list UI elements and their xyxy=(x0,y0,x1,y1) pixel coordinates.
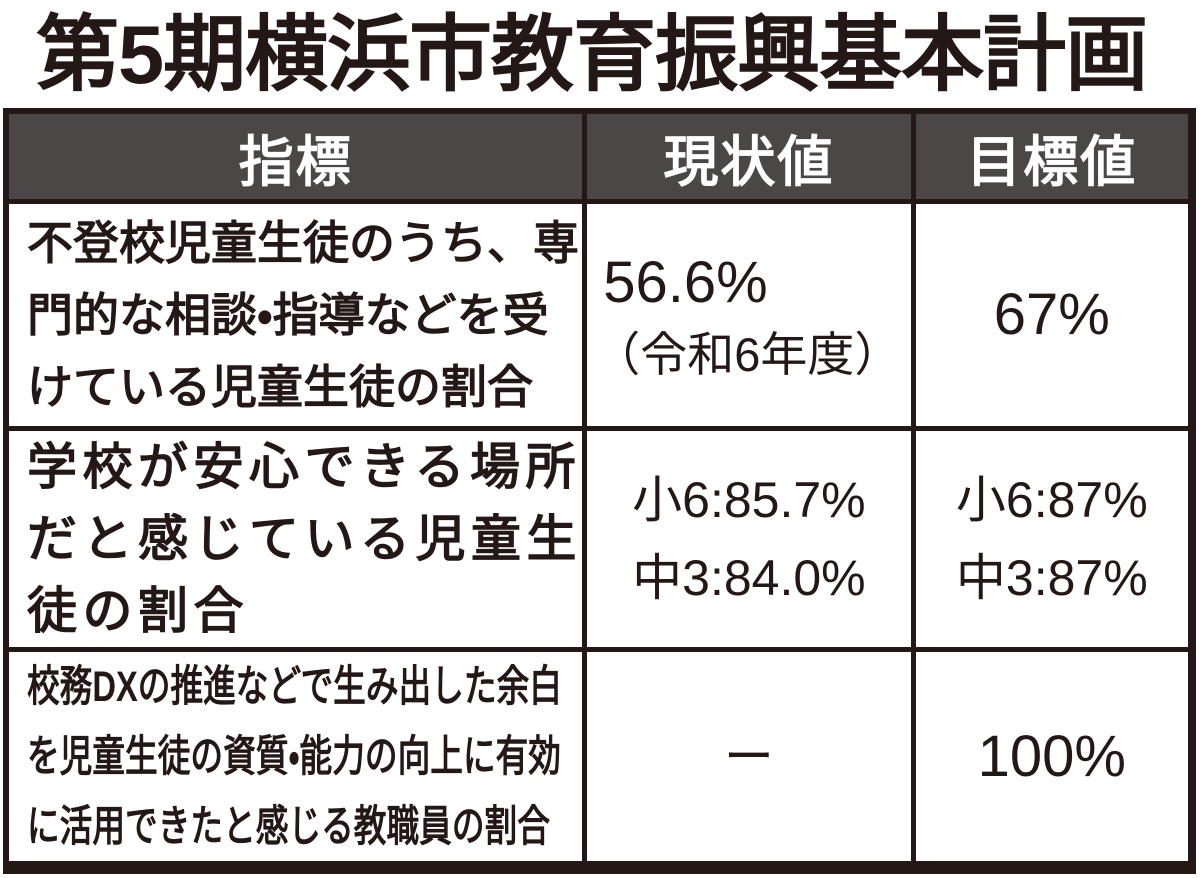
indicator-row2-line1: 学校が安心できる場所 xyxy=(27,439,581,495)
kpi-table: 指標 現状値 目標値 不登校児童生徒のうち、専 門的な相談・指導などを受 けてい… xyxy=(3,108,1196,874)
header-label-current: 現状値 xyxy=(663,130,835,193)
indicator-row3-line1: 校務DXの推進などで生み出した余白 xyxy=(27,662,562,711)
indicator-row1-line1: 不登校児童生徒のうち、専 xyxy=(27,217,579,269)
header-label-indicator: 指標 xyxy=(238,130,353,193)
current-row3-dash: ー xyxy=(723,728,774,785)
header-cell-target: 目標値 xyxy=(915,114,1188,199)
current-row2-line1: 小6:85.7% xyxy=(632,472,866,528)
target-value-cell-row2: 小6:87% 中3:87% xyxy=(915,431,1188,647)
current-value-cell-row3: ー xyxy=(587,652,911,861)
indicator-row2-line2: だと感じている児童生 xyxy=(27,511,582,567)
indicator-row3-line3: に活用できたと感じる教職員の割合 xyxy=(27,802,550,851)
indicator-row1-line3: けている児童生徒の割合 xyxy=(27,361,533,413)
indicator-row3-line2: を児童生徒の資質・能力の向上に有効 xyxy=(27,732,561,781)
page-title: 第5期横浜市教育振興基本計画 xyxy=(36,8,1148,101)
target-row2-line2: 中3:87% xyxy=(955,550,1148,606)
current-value-cell-row2: 小6:85.7% 中3:84.0% xyxy=(587,431,911,647)
header-label-target: 目標値 xyxy=(966,130,1138,193)
target-row3-value: 100% xyxy=(977,723,1126,789)
target-row2-line1: 小6:87% xyxy=(955,472,1148,528)
header-cell-indicator: 指標 xyxy=(9,114,583,199)
indicator-row1-line2: 門的な相談・指導などを受 xyxy=(27,289,549,341)
indicator-cell-row1: 不登校児童生徒のうち、専 門的な相談・指導などを受 けている児童生徒の割合 xyxy=(9,204,583,426)
current-value-cell-row1: 56.6% （令和6年度） xyxy=(587,204,911,426)
header-cell-current: 現状値 xyxy=(587,114,911,199)
target-value-cell-row3: 100% xyxy=(915,652,1188,861)
target-value-cell-row1: 67% xyxy=(915,204,1188,426)
current-row1-note: （令和6年度） xyxy=(593,328,902,381)
indicator-row2-line3: 徒の割合 xyxy=(27,583,249,639)
indicator-cell-row3: 校務DXの推進などで生み出した余白 を児童生徒の資質・能力の向上に有効 に活用で… xyxy=(9,652,583,861)
target-row1-value: 67% xyxy=(993,282,1110,347)
indicator-cell-row2: 学校が安心できる場所 だと感じている児童生 徒の割合 xyxy=(9,431,583,647)
current-row2-line2: 中3:84.0% xyxy=(632,550,866,606)
current-row1-value: 56.6% xyxy=(603,250,768,315)
